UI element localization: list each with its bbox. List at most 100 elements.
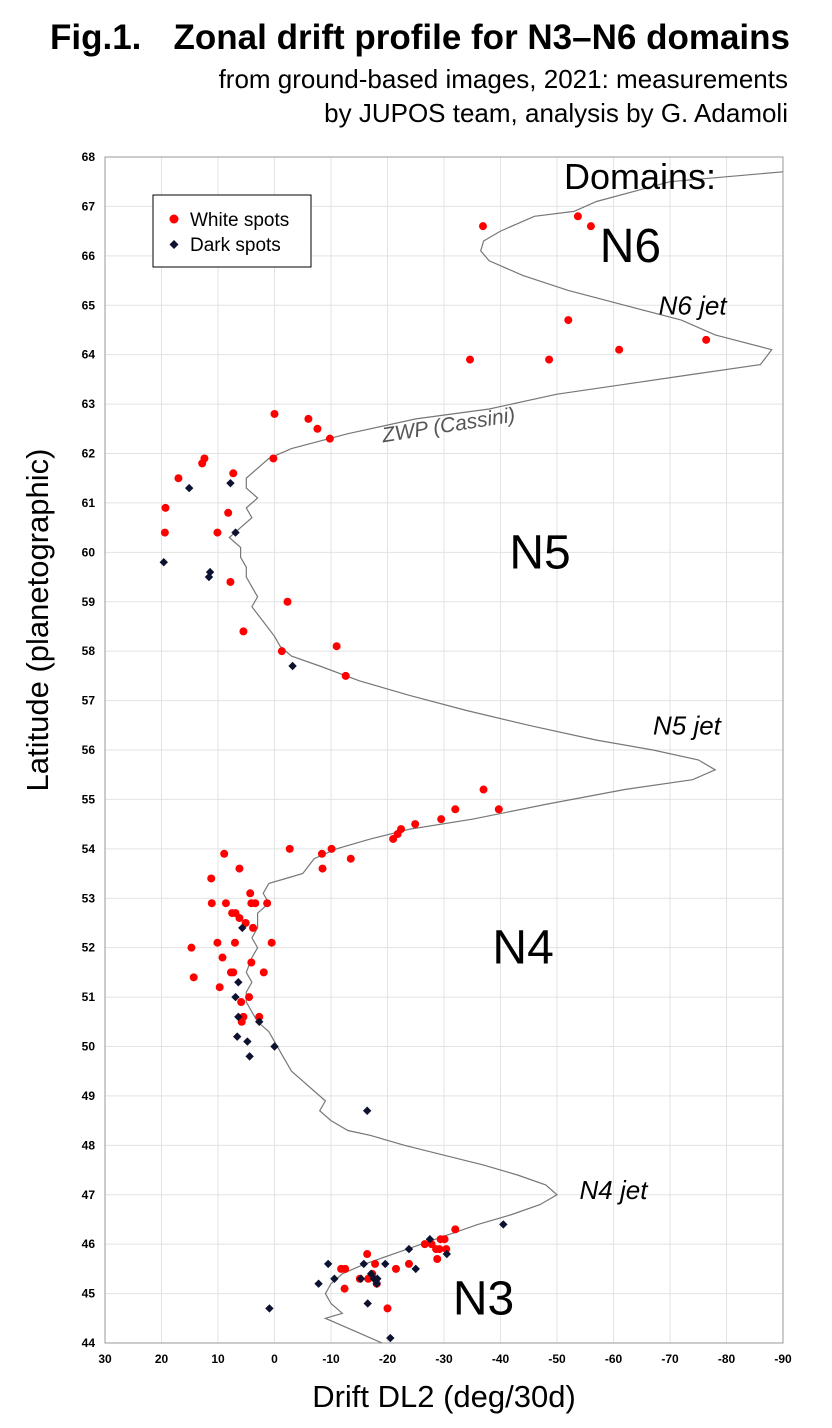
white-spot-point: [451, 805, 460, 814]
x-tick-label: -50: [548, 1352, 566, 1366]
y-tick-label: 46: [82, 1237, 96, 1251]
white-spot-point: [207, 899, 216, 908]
dark-spot-point: [238, 923, 247, 933]
white-spot-point: [391, 1264, 400, 1273]
dark-spot-point: [234, 1012, 243, 1022]
jet-label-n5: N5 jet: [653, 710, 723, 740]
white-spot-point: [246, 889, 255, 898]
dark-spot-point: [205, 567, 215, 577]
white-spot-point: [318, 864, 327, 873]
dark-spot-point: [231, 992, 240, 1002]
white-spot-point: [207, 874, 216, 883]
dark-spot-point: [243, 1037, 252, 1046]
white-spot-point: [215, 983, 224, 992]
dark-spot-point: [362, 1106, 372, 1115]
white-spot-point: [332, 642, 341, 651]
dark-spots-series: [159, 478, 508, 1343]
white-spot-point: [420, 1240, 429, 1249]
white-spot-point: [160, 528, 169, 537]
dark-spot-point: [404, 1244, 414, 1254]
dark-spot-point: [366, 1269, 376, 1279]
legend-white-spots-label: White spots: [190, 210, 289, 231]
domain-label-n6: N6: [600, 220, 661, 273]
white-spot-point: [283, 597, 292, 606]
white-spot-point: [615, 345, 624, 354]
white-spot-point: [230, 938, 239, 947]
white-spot-point: [435, 1245, 444, 1254]
jet-label-n4: N4 jet: [580, 1175, 650, 1205]
dark-spot-point: [323, 1259, 333, 1269]
white-spot-point: [573, 212, 582, 221]
white-spot-point: [411, 820, 420, 829]
x-tick-label: -80: [718, 1352, 736, 1366]
white-spot-point: [218, 953, 227, 962]
white-spot-point: [341, 1264, 350, 1273]
white-spot-point: [213, 528, 222, 537]
white-spot-point: [442, 1245, 451, 1254]
white-spot-point: [237, 998, 246, 1007]
zwp-profile-line: [228, 171, 784, 1344]
white-spot-point: [340, 1284, 349, 1293]
white-spot-point: [245, 993, 254, 1002]
x-tick-label: 20: [155, 1352, 169, 1366]
plot-area-frame: [104, 156, 784, 1344]
dark-spot-point: [411, 1264, 420, 1274]
white-spot-point: [187, 943, 196, 952]
y-tick-label: 63: [82, 397, 96, 411]
white-spot-point: [277, 647, 286, 656]
dark-spot-point: [499, 1220, 508, 1229]
white-spot-point: [327, 844, 336, 853]
y-axis-title: Latitude (planetographic): [20, 449, 55, 792]
y-tick-label: 56: [82, 743, 96, 757]
white-spot-point: [564, 316, 573, 325]
dark-spot-point: [372, 1279, 381, 1288]
white-spot-point: [249, 923, 258, 932]
figure-subtitle-line1: from ground-based images, 2021: measurem…: [218, 64, 788, 94]
white-spot-point: [235, 864, 244, 873]
dark-spot-point: [234, 978, 243, 987]
white-spot-point: [313, 424, 322, 433]
y-axis-ticks: 44 45 46 47 48 49 50 51 52 53 54 55 56 57 58 59 60 61 62 63…: [82, 150, 96, 1350]
y-tick-label: 52: [82, 941, 96, 955]
dark-spot-point: [231, 528, 240, 537]
dark-spot-point: [381, 1259, 390, 1269]
white-spot-point: [586, 222, 595, 231]
x-tick-label: -40: [492, 1352, 510, 1366]
legend-white-spot-marker: [169, 214, 179, 224]
dark-spot-point: [363, 1299, 372, 1308]
white-spot-point: [545, 355, 554, 364]
dark-spot-point: [184, 483, 194, 493]
y-tick-label: 54: [82, 842, 96, 856]
white-spot-point: [433, 1254, 442, 1263]
y-tick-label: 59: [82, 595, 96, 609]
dark-spot-point: [356, 1274, 366, 1283]
legend-box: [152, 194, 312, 268]
white-spot-point: [229, 469, 238, 478]
white-spot-point: [478, 222, 487, 231]
white-spot-point: [229, 968, 238, 977]
white-spot-point: [263, 899, 272, 908]
x-tick-label: -20: [379, 1352, 397, 1366]
x-tick-label: -30: [435, 1352, 453, 1366]
white-spot-point: [239, 627, 248, 636]
y-tick-label: 68: [82, 150, 96, 164]
white-spot-point: [255, 1012, 264, 1021]
domain-label-n5: N5: [509, 526, 570, 579]
white-spot-point: [436, 1235, 445, 1244]
white-spots-series: [160, 212, 711, 1313]
white-spot-point: [317, 849, 326, 858]
figure-title: Zonal drift profile for N3–N6 domains: [173, 18, 790, 57]
white-spot-point: [437, 815, 446, 824]
domain-labels: N6 N5 N4 N3: [453, 220, 661, 1326]
dark-spot-point: [288, 661, 297, 671]
x-tick-label: -90: [774, 1352, 792, 1366]
white-spot-point: [346, 854, 355, 863]
white-spot-point: [389, 834, 398, 843]
y-tick-label: 58: [82, 644, 96, 658]
y-tick-label: 62: [82, 447, 96, 461]
dark-spot-point: [245, 1052, 254, 1061]
figure-subtitle-line2: by JUPOS team, analysis by G. Adamoli: [324, 98, 788, 128]
y-tick-label: 50: [82, 1040, 96, 1054]
white-spot-point: [224, 508, 233, 517]
y-tick-label: 48: [82, 1138, 96, 1152]
